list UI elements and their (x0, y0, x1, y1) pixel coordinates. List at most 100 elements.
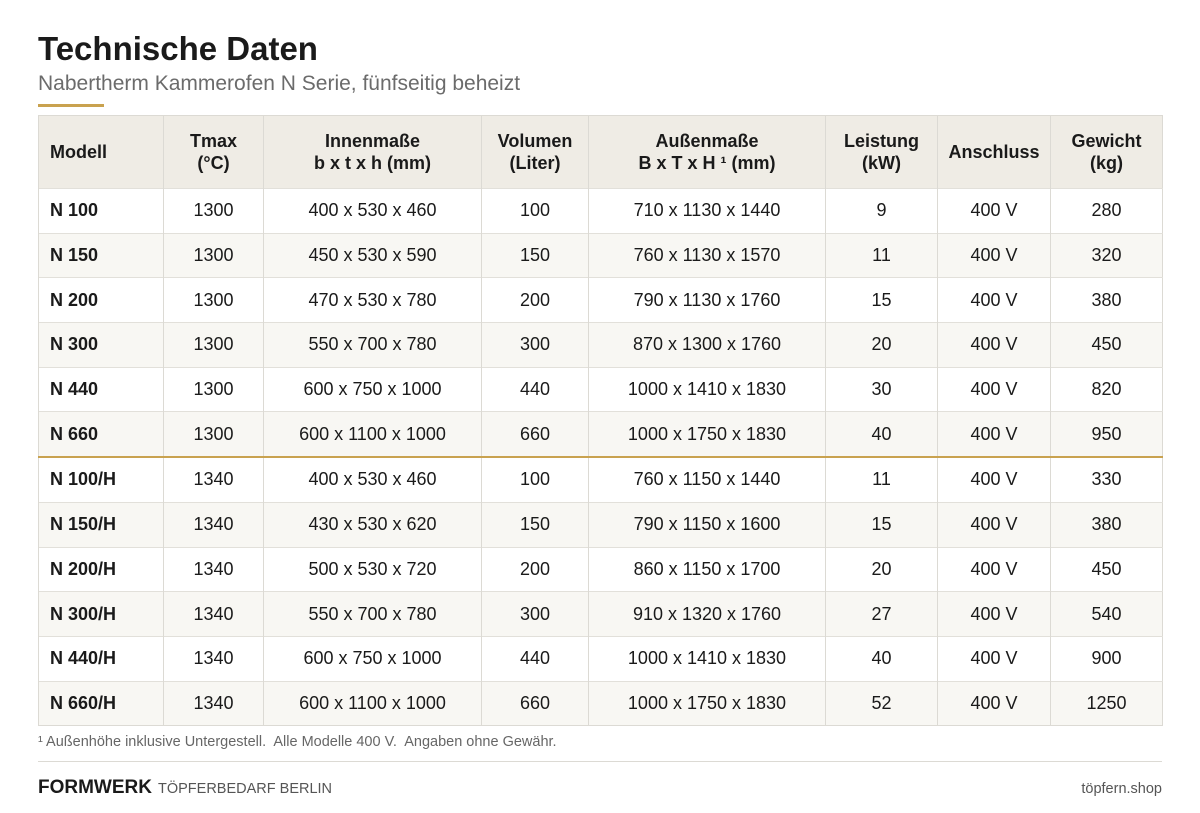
table-cell: 280 (1050, 188, 1163, 234)
table-cell: 100 (481, 456, 589, 503)
table-cell: 400 V (937, 546, 1051, 592)
table-cell: 1000 x 1750 x 1830 (588, 680, 826, 726)
table-cell: 1340 (163, 591, 264, 637)
table-row: N 200/H 1340 500 x 530 x 720 200 860 x 1150 … (38, 546, 1163, 592)
column-header: Außenmaße B x T x H ¹ (mm) (588, 115, 826, 189)
table-row: N 440/H 1340 600 x 750 x 1000 440 1000 x 141… (38, 635, 1163, 682)
table-cell: 380 (1050, 277, 1163, 323)
table-body: N 100 1300 400 x 530 x 460 100 710 x 1130 x … (38, 188, 1163, 726)
title: Technische Daten (38, 30, 318, 67)
table-cell: 540 (1050, 591, 1163, 637)
table-cell: 400 V (937, 322, 1051, 368)
table-cell: 440 (481, 366, 589, 412)
model-cell: N 660 (38, 411, 164, 458)
table-cell: 1340 (163, 501, 264, 547)
table-cell: 27 (825, 591, 938, 637)
model-cell: N 200 (38, 277, 164, 323)
table-cell: 400 V (937, 635, 1051, 682)
table-cell: 470 x 530 x 780 (263, 277, 482, 323)
table-row: N 150/H 1340 430 x 530 x 620 150 790 x 1150 … (38, 501, 1163, 547)
table-cell: 150 (481, 501, 589, 547)
model-cell: N 100 (38, 188, 164, 234)
table-cell: 550 x 700 x 780 (263, 591, 482, 637)
model-cell: N 660/H (38, 680, 164, 726)
table-row: N 200 1300 470 x 530 x 780 200 790 x 1130 x … (38, 277, 1163, 323)
model-cell: N 300/H (38, 591, 164, 637)
table-row: N 440 1300 600 x 750 x 1000 440 1000 x 1410 … (38, 366, 1163, 412)
table-cell: 660 (481, 680, 589, 726)
table-cell: 9 (825, 188, 938, 234)
table-cell: 1340 (163, 680, 264, 726)
table-cell: 1300 (163, 277, 264, 323)
table-cell: 11 (825, 456, 938, 503)
accent-line (38, 104, 104, 107)
model-cell: N 300 (38, 322, 164, 368)
model-cell: N 440 (38, 366, 164, 412)
model-cell: N 150 (38, 232, 164, 278)
table-cell: 900 (1050, 635, 1163, 682)
table-row: N 300 1300 550 x 700 x 780 300 870 x 1300 x … (38, 322, 1163, 368)
table-cell: 550 x 700 x 780 (263, 322, 482, 368)
table-cell: 380 (1050, 501, 1163, 547)
table-cell: 450 (1050, 546, 1163, 592)
table-cell: 40 (825, 635, 938, 682)
table-cell: 710 x 1130 x 1440 (588, 188, 826, 234)
table-cell: 52 (825, 680, 938, 726)
table-cell: 300 (481, 322, 589, 368)
table-cell: 400 x 530 x 460 (263, 456, 482, 503)
table-cell: 910 x 1320 x 1760 (588, 591, 826, 637)
table-cell: 600 x 750 x 1000 (263, 635, 482, 682)
table-cell: 950 (1050, 411, 1163, 458)
table-cell: 100 (481, 188, 589, 234)
model-cell: N 440/H (38, 635, 164, 682)
table-cell: 400 V (937, 501, 1051, 547)
spec-table: Modell Tmax (°C) Innenmaße b x t x h (mm) V… (38, 115, 1163, 727)
table-cell: 400 V (937, 366, 1051, 412)
table-row: N 660 1300 600 x 1100 x 1000 660 1000 x 1750… (38, 411, 1163, 458)
table-cell: 400 V (937, 277, 1051, 323)
table-cell: 790 x 1130 x 1760 (588, 277, 826, 323)
table-cell: 200 (481, 546, 589, 592)
table-cell: 330 (1050, 456, 1163, 503)
column-header: Tmax (°C) (163, 115, 264, 189)
table-cell: 320 (1050, 232, 1163, 278)
model-cell: N 150/H (38, 501, 164, 547)
table-cell: 660 (481, 411, 589, 458)
table-cell: 430 x 530 x 620 (263, 501, 482, 547)
table-cell: 20 (825, 546, 938, 592)
table-cell: 1300 (163, 366, 264, 412)
model-cell: N 200/H (38, 546, 164, 592)
table-cell: 1300 (163, 322, 264, 368)
table-cell: 1300 (163, 411, 264, 458)
column-header: Volumen (Liter) (481, 115, 589, 189)
column-header: Modell (38, 115, 164, 189)
table-cell: 30 (825, 366, 938, 412)
table-cell: 1300 (163, 232, 264, 278)
table-cell: 11 (825, 232, 938, 278)
table-cell: 400 V (937, 188, 1051, 234)
column-header: Gewicht (kg) (1050, 115, 1163, 189)
table-cell: 400 x 530 x 460 (263, 188, 482, 234)
table-cell: 15 (825, 501, 938, 547)
divider (38, 761, 1162, 762)
url: töpfern.shop (1081, 781, 1162, 797)
table-cell: 1300 (163, 188, 264, 234)
table-cell: 600 x 1100 x 1000 (263, 411, 482, 458)
header-row: Modell Tmax (°C) Innenmaße b x t x h (mm) V… (38, 115, 1163, 189)
table-cell: 790 x 1150 x 1600 (588, 501, 826, 547)
table-cell: 440 (481, 635, 589, 682)
table-cell: 400 V (937, 591, 1051, 637)
table-cell: 1340 (163, 635, 264, 682)
table-cell: 860 x 1150 x 1700 (588, 546, 826, 592)
table-cell: 760 x 1150 x 1440 (588, 456, 826, 503)
table-cell: 20 (825, 322, 938, 368)
column-header: Innenmaße b x t x h (mm) (263, 115, 482, 189)
table-cell: 1000 x 1410 x 1830 (588, 366, 826, 412)
tagline: TÖPFERBEDARF BERLIN (158, 781, 333, 797)
table-cell: 400 V (937, 456, 1051, 503)
table-row: N 100/H 1340 400 x 530 x 460 100 760 x 1150 … (38, 456, 1163, 503)
table-cell: 15 (825, 277, 938, 323)
table-cell: 1340 (163, 456, 264, 503)
model-cell: N 100/H (38, 456, 164, 503)
